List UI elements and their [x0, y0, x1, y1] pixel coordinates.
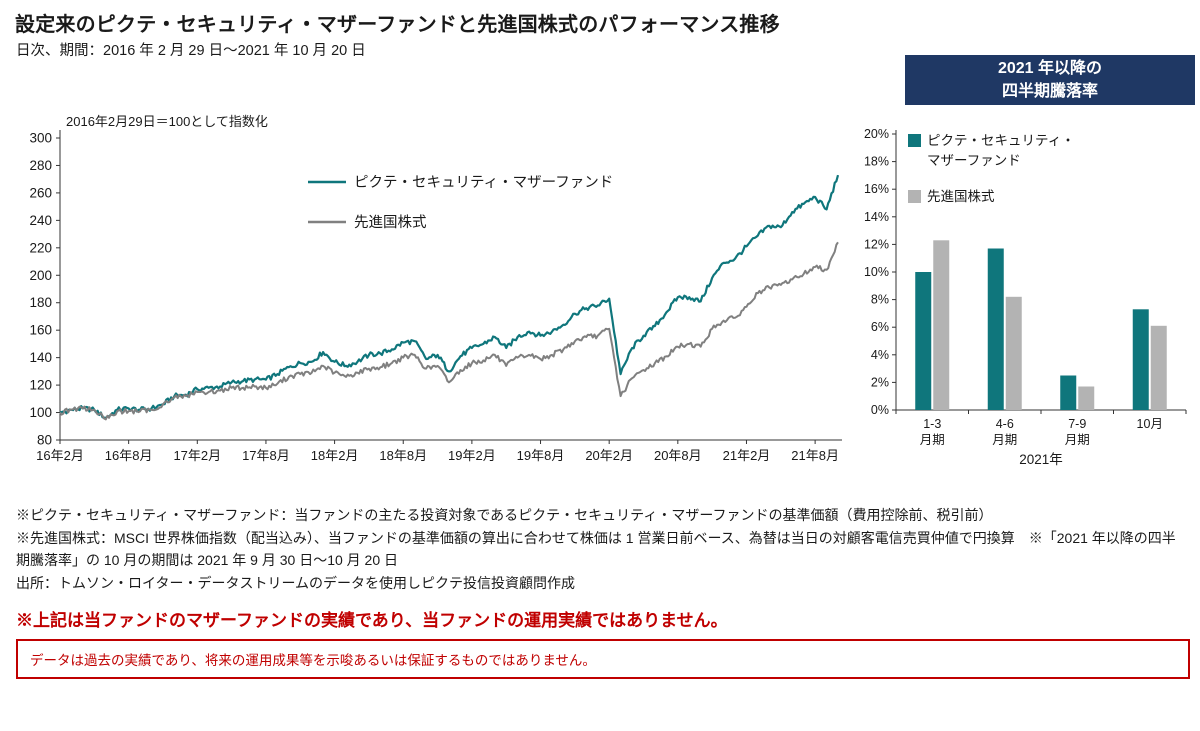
svg-text:17年8月: 17年8月 — [242, 448, 290, 463]
quarterly-box-line2: 四半期騰落率 — [1001, 83, 1098, 100]
svg-text:16年8月: 16年8月 — [105, 448, 153, 463]
performance-line-chart: 80 100 120 140 160 180 200 220 240 260 280 300 16年2月… — [29, 130, 842, 463]
svg-text:21年8月: 21年8月 — [791, 448, 839, 463]
svg-text:240: 240 — [29, 213, 52, 228]
svg-text:100: 100 — [29, 405, 52, 420]
quarterly-box-line1: 2021 年以降の — [997, 60, 1103, 77]
svg-text:19年2月: 19年2月 — [448, 448, 496, 463]
svg-text:20年2月: 20年2月 — [585, 448, 633, 463]
warning-text: ※上記は当ファンドのマザーファンドの実績であり、当ファンドの運用実績ではありませ… — [16, 611, 728, 630]
svg-text:16年2月: 16年2月 — [36, 448, 84, 463]
quarterly-returns-bar-chart: 0% 2% 4% 6% 8% 10% 12% 14% 16% 18% 20% 1-3 月期 4-6 月期 7-… — [864, 127, 1187, 467]
svg-text:20年8月: 20年8月 — [654, 448, 702, 463]
footnote-index: ※先進国株式：MSCI 世界株価指数（配当込み）、当ファンドの基準価額の算出に合… — [16, 529, 1176, 569]
svg-text:4-6: 4-6 — [996, 417, 1014, 431]
svg-text:18年8月: 18年8月 — [379, 448, 427, 463]
svg-text:2021年: 2021年 — [1019, 452, 1063, 467]
svg-text:80: 80 — [37, 433, 52, 448]
footnote-fund: ※ピクテ・セキュリティ・マザーファンド：当ファンドの主たる投資対象であるピクテ・… — [16, 507, 993, 523]
svg-text:7-9: 7-9 — [1068, 417, 1086, 431]
svg-text:260: 260 — [29, 185, 52, 200]
svg-text:280: 280 — [29, 158, 52, 173]
page-subtitle: 日次、期間：2016 年 2 月 29 日～2021 年 10 月 20 日 — [16, 43, 366, 59]
svg-text:17年2月: 17年2月 — [173, 448, 221, 463]
svg-text:月期: 月期 — [1065, 433, 1090, 447]
svg-text:220: 220 — [29, 240, 52, 255]
svg-text:ピクテ・セキュリティ・: ピクテ・セキュリティ・ — [927, 133, 1075, 148]
svg-text:ピクテ・セキュリティ・マザーファンド: ピクテ・セキュリティ・マザーファンド — [354, 174, 613, 191]
svg-text:8%: 8% — [871, 293, 889, 307]
svg-text:20%: 20% — [864, 127, 889, 141]
svg-text:2%: 2% — [871, 375, 889, 389]
svg-text:14%: 14% — [864, 210, 889, 224]
svg-text:月期: 月期 — [920, 433, 945, 447]
footnote-source: 出所：トムソン・ロイター・データストリームのデータを使用しピクテ投信投資顧問作成 — [16, 574, 576, 591]
svg-text:160: 160 — [29, 323, 52, 338]
svg-text:先進国株式: 先進国株式 — [354, 214, 427, 231]
svg-text:18%: 18% — [864, 155, 889, 169]
svg-text:16%: 16% — [864, 182, 889, 196]
disclaimer-text: データは過去の実績であり、将来の運用成果等を示唆あるいは保証するものではありませ… — [30, 653, 596, 668]
svg-text:200: 200 — [29, 268, 52, 283]
svg-text:300: 300 — [29, 131, 52, 146]
index-base-note: 2016年2月29日＝100として指数化 — [66, 114, 268, 129]
svg-text:0%: 0% — [871, 403, 889, 417]
svg-text:マザーファンド: マザーファンド — [927, 153, 1021, 168]
svg-text:4%: 4% — [871, 348, 889, 362]
svg-text:21年2月: 21年2月 — [723, 448, 771, 463]
svg-text:120: 120 — [29, 378, 52, 393]
svg-text:先進国株式: 先進国株式 — [927, 189, 995, 204]
svg-text:1-3: 1-3 — [923, 417, 941, 431]
quarterly-returns-title-box: 2021 年以降の 四半期騰落率 — [905, 55, 1195, 105]
svg-text:10%: 10% — [864, 265, 889, 279]
footnotes: ※ピクテ・セキュリティ・マザーファンド：当ファンドの主たる投資対象であるピクテ・… — [16, 504, 1188, 594]
svg-text:140: 140 — [29, 350, 52, 365]
svg-text:19年8月: 19年8月 — [517, 448, 565, 463]
disclaimer-box: データは過去の実績であり、将来の運用成果等を示唆あるいは保証するものではありませ… — [16, 639, 1190, 679]
svg-text:18年2月: 18年2月 — [311, 448, 359, 463]
page-title: 設定来のピクテ・セキュリティ・マザーファンドと先進国株式のパフォーマンス推移 — [15, 14, 780, 36]
svg-text:180: 180 — [29, 295, 52, 310]
svg-text:12%: 12% — [864, 237, 889, 251]
svg-text:10月: 10月 — [1137, 417, 1163, 431]
svg-text:月期: 月期 — [992, 433, 1017, 447]
svg-text:6%: 6% — [871, 320, 889, 334]
